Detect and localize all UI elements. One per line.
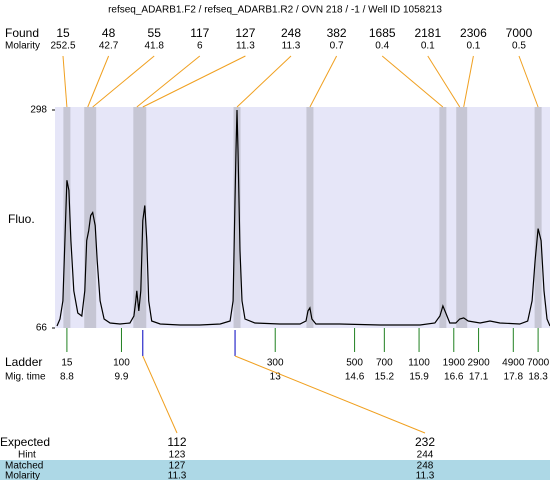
peak-molarity: 252.5 — [50, 41, 75, 52]
molarity-value: 11.3 — [168, 471, 187, 480]
peak-molarity: 0.7 — [330, 41, 344, 52]
ladder-size: 7000 — [527, 358, 550, 369]
peak-size: 2306 — [460, 26, 487, 40]
peak-leader — [136, 55, 201, 108]
y-axis-label: Fluo. — [8, 212, 35, 226]
peak-molarity: 0.1 — [466, 41, 480, 52]
ladder-time: 16.6 — [444, 372, 464, 383]
peak-band — [89, 107, 97, 328]
peak-molarity: 0.1 — [421, 41, 435, 52]
expected-leader — [142, 355, 178, 434]
ladder-time: 15.9 — [409, 372, 429, 383]
peak-band — [84, 107, 92, 328]
peak-size: 248 — [281, 26, 301, 40]
peak-size: 117 — [190, 26, 209, 40]
peak-band — [306, 107, 314, 328]
peak-leader — [142, 55, 246, 108]
ladder-size: 15 — [61, 358, 73, 369]
peak-band — [439, 107, 447, 328]
matched-value: 248 — [417, 461, 434, 472]
ladder-time: 17.8 — [504, 372, 524, 383]
expected-size: 232 — [415, 435, 435, 449]
peak-size: 15 — [56, 26, 70, 40]
peak-size: 382 — [327, 26, 347, 40]
peak-molarity: 0.4 — [375, 41, 389, 52]
ladder-size: 1100 — [408, 358, 430, 369]
ladder-time: 17.1 — [469, 372, 489, 383]
peak-size: 1685 — [369, 26, 396, 40]
hint-value: 123 — [169, 450, 186, 461]
ladder-size: 300 — [267, 358, 284, 369]
peak-band — [133, 107, 141, 328]
y-tick-label: 298 — [30, 105, 47, 116]
molarity-label: Molarity — [5, 41, 40, 52]
ladder-size: 1900 — [443, 358, 466, 369]
trace — [56, 109, 550, 327]
peak-molarity: 41.8 — [144, 41, 164, 52]
peak-molarity: 11.3 — [282, 41, 301, 52]
peak-band — [63, 107, 71, 328]
molarity-value: 11.3 — [416, 471, 435, 480]
peak-size: 7000 — [506, 26, 533, 40]
hint-value: 244 — [417, 450, 434, 461]
molarity-row-label: Molarity — [5, 471, 40, 480]
table-highlight — [0, 460, 550, 480]
expected-size: 112 — [167, 435, 186, 449]
peak-band — [456, 107, 464, 328]
peak-molarity: 0.5 — [512, 41, 526, 52]
peak-leader — [236, 55, 292, 108]
peak-leader — [427, 55, 461, 108]
ladder-time: 8.8 — [60, 372, 74, 383]
peak-leader — [463, 55, 474, 108]
peak-size: 55 — [148, 26, 162, 40]
peak-molarity: 42.7 — [99, 41, 119, 52]
peak-molarity: 6 — [197, 41, 203, 52]
peak-size: 2181 — [414, 26, 441, 40]
ladder-time: 15.2 — [375, 372, 395, 383]
ladder-label: Ladder — [5, 355, 42, 369]
hint-label: Hint — [18, 450, 36, 461]
peak-size: 48 — [102, 26, 116, 40]
peak-leader — [381, 55, 444, 108]
plot-area — [55, 107, 550, 328]
ladder-size: 100 — [113, 358, 130, 369]
expected-leader — [234, 355, 426, 434]
y-tick-label: 66 — [36, 323, 48, 334]
chart-title: refseq_ADARB1.F2 / refseq_ADARB1.R2 / OV… — [108, 5, 442, 16]
matched-value: 127 — [169, 461, 186, 472]
ladder-size: 500 — [346, 358, 363, 369]
ladder-time: 18.3 — [528, 372, 548, 383]
peak-size: 127 — [235, 26, 255, 40]
matched-label: Matched — [5, 461, 43, 472]
ladder-size: 700 — [376, 358, 393, 369]
peak-leader — [309, 55, 338, 108]
found-label: Found — [5, 26, 39, 40]
peak-band — [460, 107, 468, 328]
peak-leader — [518, 55, 539, 108]
peak-band — [233, 107, 241, 328]
ladder-time: 14.6 — [345, 372, 365, 383]
peak-leader — [92, 55, 155, 108]
ladder-time: 13 — [270, 372, 282, 383]
mig-time-label: Mig. time — [5, 372, 46, 383]
ladder-time: 9.9 — [115, 372, 129, 383]
ladder-size: 4900 — [502, 358, 525, 369]
peak-leader — [87, 55, 110, 108]
peak-leader — [62, 55, 68, 108]
peak-molarity: 11.3 — [236, 41, 255, 52]
expected-label: Expected — [0, 435, 50, 449]
ladder-size: 2900 — [467, 358, 490, 369]
peak-band — [534, 107, 542, 328]
